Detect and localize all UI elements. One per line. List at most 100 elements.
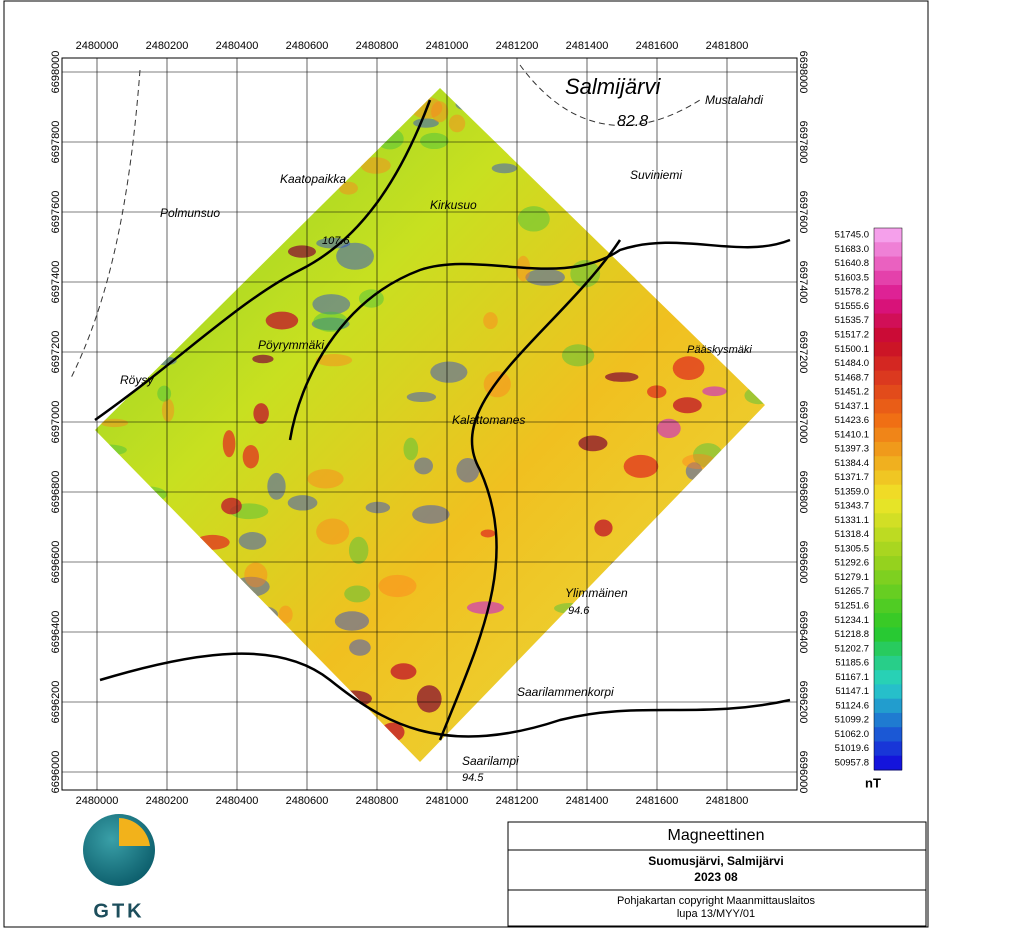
anomaly	[672, 397, 702, 414]
legend-label: 51683.0	[835, 244, 869, 255]
anomaly	[307, 469, 344, 489]
x-label: 2480600	[286, 795, 329, 807]
anomaly	[238, 532, 267, 550]
x-label: 2480800	[356, 795, 399, 807]
anomaly	[403, 437, 419, 461]
anomaly	[287, 495, 318, 511]
place-name: Kaatopaikka	[280, 172, 346, 186]
anomaly	[656, 418, 681, 439]
road	[99, 652, 791, 738]
legend-label: 51147.1	[835, 686, 869, 697]
anomaly	[157, 385, 172, 402]
anomaly	[244, 562, 268, 588]
legend-swatch	[874, 712, 902, 728]
legend-label: 51451.2	[835, 387, 869, 398]
anomaly	[456, 457, 480, 483]
anomaly	[344, 585, 371, 603]
legend-swatch	[874, 413, 902, 429]
x-label: 2481200	[496, 40, 539, 52]
anomaly	[221, 497, 242, 515]
legend-swatch	[874, 684, 902, 700]
place-name: Mustalahdi	[705, 93, 763, 107]
anomaly	[525, 268, 565, 286]
logo-text: GTK	[93, 900, 144, 922]
anomaly	[242, 444, 259, 469]
anomaly	[348, 536, 369, 564]
map	[61, 57, 798, 791]
place-name: Ylimmäinen	[565, 586, 628, 600]
anomaly	[406, 392, 437, 403]
y-label: 6697400	[797, 261, 809, 304]
place-name: Kirkusuo	[430, 198, 477, 212]
y-label: 6696400	[50, 611, 62, 654]
legend-swatch	[874, 727, 902, 742]
legend-label: 50957.8	[835, 757, 869, 768]
y-label: 6697800	[50, 121, 62, 164]
anomaly	[605, 372, 639, 382]
legend-swatch	[874, 313, 902, 329]
legend-swatch	[874, 285, 902, 300]
legend-swatch	[874, 698, 902, 714]
anomaly	[480, 529, 496, 538]
title-block: Magneettinen Suomusjärvi, Salmijärvi 202…	[507, 821, 927, 927]
anomaly	[336, 242, 374, 270]
legend-label: 51397.3	[835, 444, 869, 455]
anomaly	[702, 386, 727, 397]
anomaly	[431, 101, 449, 123]
road	[288, 238, 791, 441]
y-label: 6697200	[50, 331, 62, 374]
legend-label: 51535.7	[835, 315, 869, 326]
legend-label: 51218.8	[835, 629, 869, 640]
x-label: 2481400	[566, 40, 609, 52]
legend-swatch	[874, 755, 902, 771]
y-label: 6696000	[50, 751, 62, 794]
anomaly	[313, 311, 349, 332]
legend-unit: nT	[865, 775, 881, 790]
anomaly	[517, 206, 550, 232]
place-name: Röysy	[120, 373, 154, 387]
place-name: Pääskysmäki	[687, 344, 752, 356]
roads	[94, 99, 791, 741]
legend-swatch	[874, 598, 902, 614]
legend-label: 51410.1	[835, 429, 869, 440]
y-label: 6697200	[797, 331, 809, 374]
legend-swatch	[874, 441, 902, 457]
anomaly	[483, 312, 498, 330]
place-name: Polmunsuo	[160, 206, 220, 220]
logo-core	[119, 818, 150, 846]
y-label: 6697400	[50, 261, 62, 304]
anomaly	[252, 354, 274, 364]
place-name: Saarilampi	[462, 754, 519, 768]
y-label: 6696200	[50, 681, 62, 724]
x-label: 2481600	[636, 795, 679, 807]
x-label: 2481000	[426, 40, 469, 52]
x-label: 2480400	[216, 40, 259, 52]
anomaly	[561, 344, 595, 367]
anomaly	[491, 163, 518, 174]
place-name: 82.8	[617, 113, 648, 130]
anomaly	[430, 361, 468, 383]
legend-swatch	[874, 256, 902, 272]
legend-swatch	[874, 470, 902, 486]
legend-label: 51251.6	[835, 600, 869, 611]
legend-frame	[873, 227, 903, 771]
legend-label: 51484.0	[835, 358, 869, 369]
x-label: 2481800	[706, 795, 749, 807]
anomaly	[390, 663, 417, 680]
anomaly	[448, 114, 466, 133]
legend-label: 51517.2	[835, 329, 869, 340]
legend-swatch	[874, 670, 902, 685]
legend-label: 51292.6	[835, 558, 869, 569]
y-label: 6698000	[797, 51, 809, 94]
legend-label: 51371.7	[835, 472, 869, 483]
place-name: Kalattomanes	[452, 413, 525, 427]
legend-swatch	[874, 427, 902, 443]
y-label: 6696600	[50, 541, 62, 584]
legend-swatch	[874, 584, 902, 600]
legend-swatch	[874, 741, 902, 757]
survey-area	[95, 88, 765, 762]
anomaly	[672, 356, 705, 381]
title-block-frame	[507, 821, 927, 927]
place-name: 94.5	[462, 772, 484, 784]
y-label: 6697000	[50, 401, 62, 444]
